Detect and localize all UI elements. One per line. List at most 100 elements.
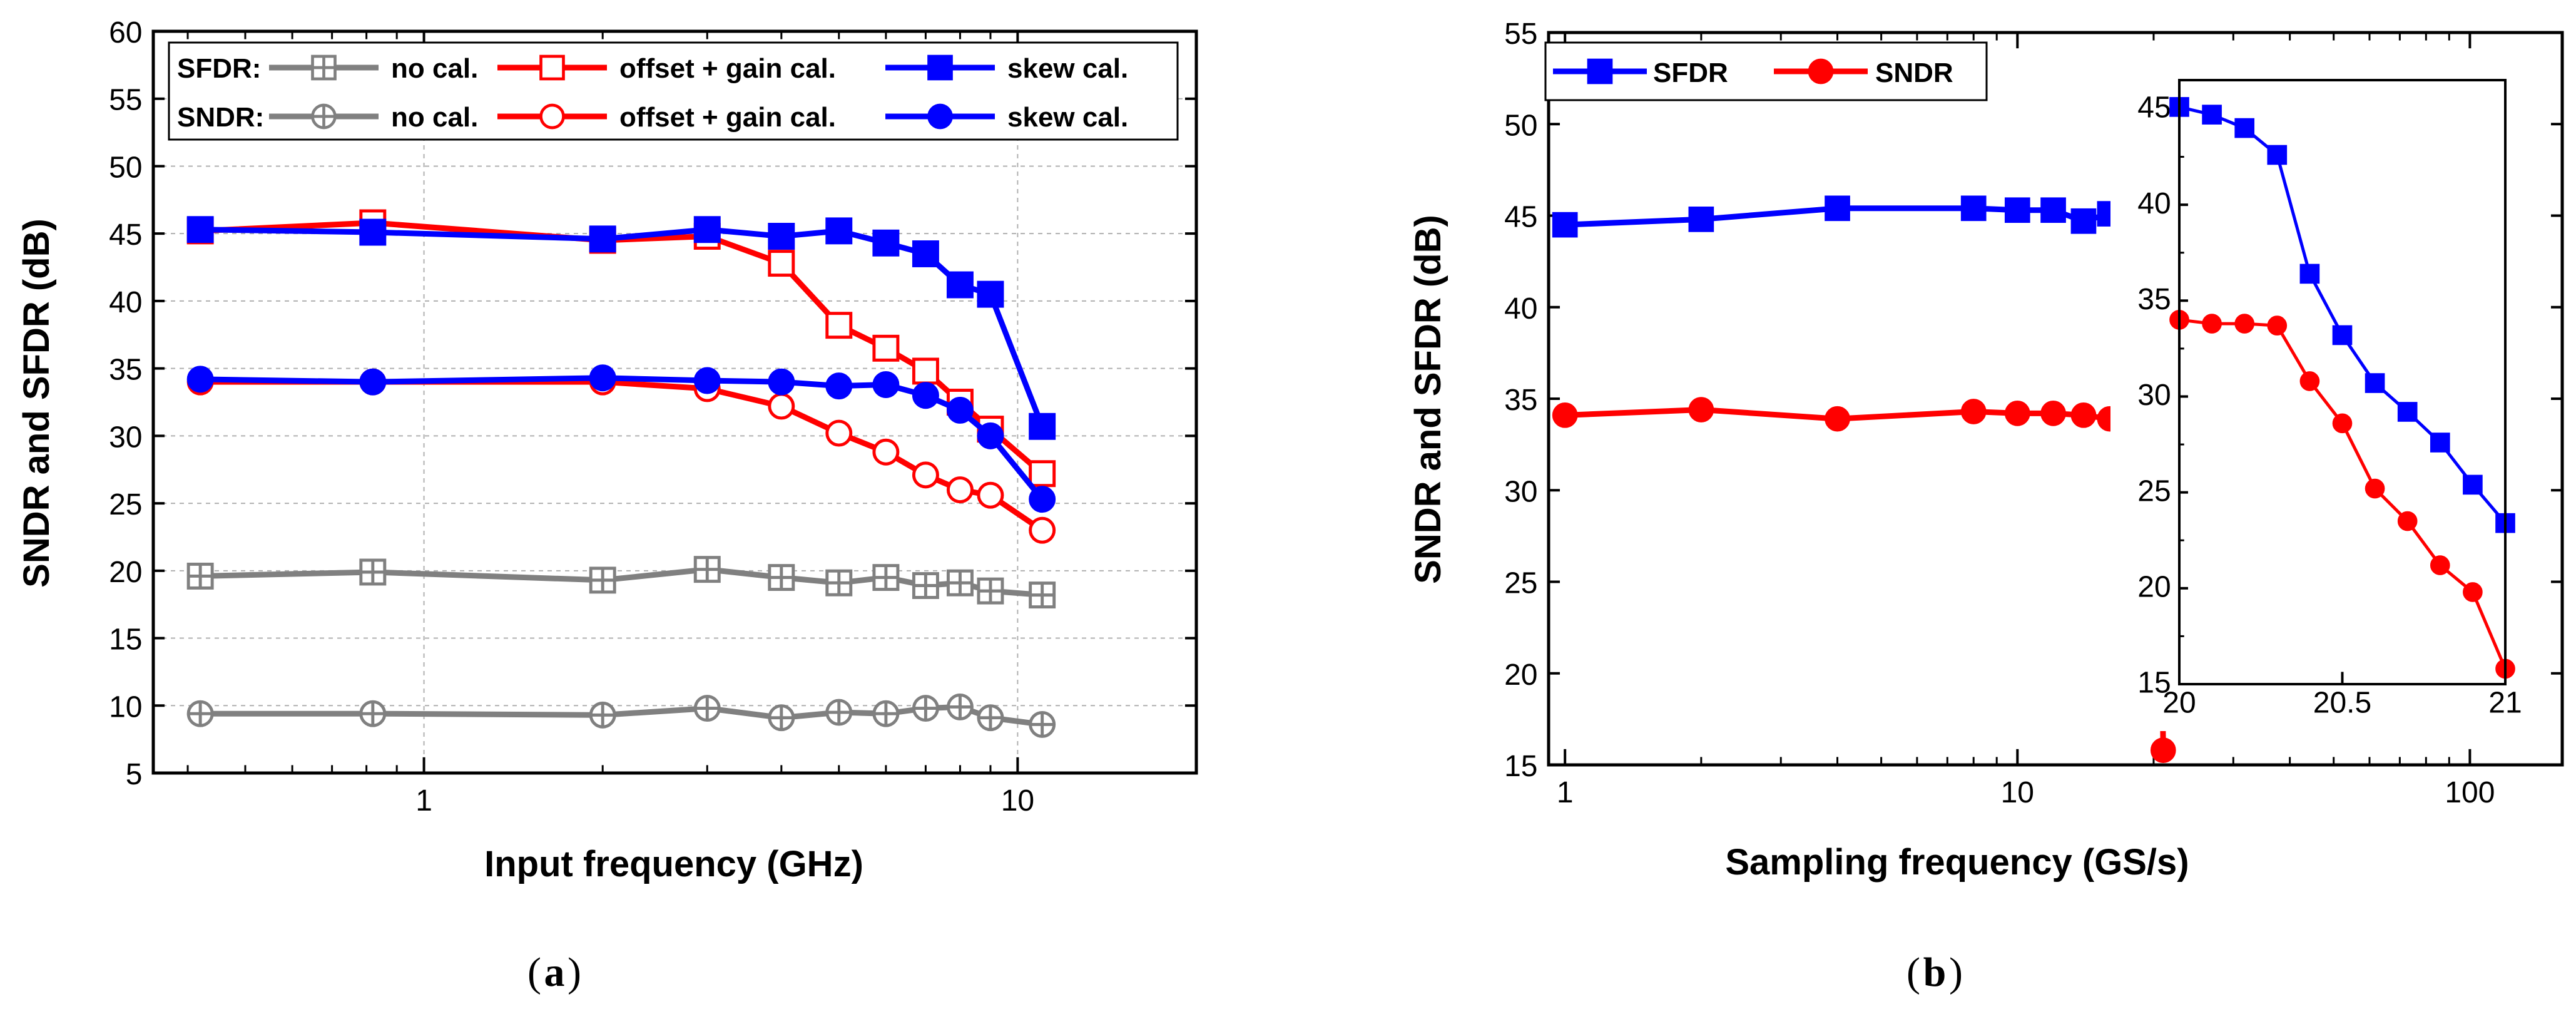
a-series-sndr-offset-gain-cal-point-4-shape [768, 392, 795, 420]
a-series-sfdr-skew-cal-point-3 [693, 216, 721, 243]
b-series-sfdr-point-1-shape [1688, 207, 1714, 232]
y-tick-label-30: 30 [1504, 475, 1537, 508]
panel-a-label: a [544, 950, 565, 995]
panel-b-label: b [1923, 950, 1947, 995]
a-series-sfdr-skew-cal-point-8 [946, 271, 974, 299]
inset-series-sndr-point-5-shape [2332, 413, 2353, 434]
a-series-sndr-no-cal [186, 693, 1056, 738]
y-tick-label-5: 5 [126, 758, 143, 791]
y-tick-label-25: 25 [109, 488, 142, 521]
inset-series-sfdr-point-6 [2365, 373, 2385, 393]
b-series-sndr-point-19 [2150, 737, 2176, 763]
a-series-sfdr-no-cal-point-6 [872, 564, 900, 592]
y-tick-label-25: 25 [2137, 474, 2171, 508]
a-series-sndr-skew-cal-point-7 [912, 382, 939, 409]
panel-a: 5 10 15 20 25 30 35 40 45 50 55 60 1 10 SFDR: SNDR: n… [16, 16, 1198, 995]
panel-b-y-axis-title: SNDR and SFDR (dB) [1408, 215, 1448, 584]
a-series-sndr-skew-cal-point-3 [693, 367, 721, 394]
inset-series-sndr-point-6-shape [2365, 478, 2385, 499]
a-series-sfdr-skew-cal-point-0-shape [186, 216, 214, 243]
a-series-sndr-offset-gain-cal-point-10-shape [1029, 516, 1056, 544]
b-series-sndr-point-3-shape [1960, 399, 1987, 424]
b-series-sndr-point-5 [2040, 401, 2066, 426]
panel-b-series [1552, 195, 2176, 763]
y-tick-label-50: 50 [109, 151, 142, 184]
legend-symbol-sndr-marker-shape [1808, 58, 1834, 84]
x-tick-label-21: 21 [2488, 687, 2522, 720]
panel-b-label-close: ) [1949, 950, 1963, 995]
b-series-sfdr-point-4-shape [2004, 197, 2030, 223]
a-series-sfdr-skew-cal-point-1 [359, 218, 387, 246]
a-series-sfdr-skew-cal-point-5-shape [825, 217, 853, 245]
a-series-sndr-offset-gain-cal-point-8 [946, 476, 974, 504]
a-series-sndr-skew-cal-point-2-shape [589, 364, 616, 392]
legend-sfdr-skew-cal: skew cal. [1007, 53, 1128, 84]
y-tick-label-55: 55 [109, 84, 142, 117]
inset-series-sndr-point-7 [2397, 511, 2418, 531]
a-series-sfdr-no-cal-point-10 [1029, 581, 1056, 609]
inset-series-sndr-point-4 [2299, 371, 2320, 391]
legend-symbol-sndr-offset-gain-cal-marker [539, 103, 565, 130]
a-series-sfdr-skew-cal-point-10-shape [1029, 412, 1056, 440]
y-tick-label-20: 20 [109, 556, 142, 589]
y-tick-label-30: 30 [2137, 379, 2171, 412]
a-series-sfdr-no-cal-point-7 [912, 572, 939, 599]
a-series-sfdr-skew-cal-point-2 [589, 225, 616, 253]
y-tick-label-40: 40 [1504, 292, 1537, 325]
a-series-sfdr-no-cal-point-9 [977, 577, 1004, 605]
legend-symbol-sfdr-offset-gain-cal-marker-shape [539, 54, 565, 81]
a-series-sfdr-skew-cal-point-3-shape [693, 216, 721, 243]
inset-series-sfdr-point-4 [2299, 264, 2320, 284]
a-series-sndr-skew-cal-point-0-shape [186, 366, 214, 393]
legend-symbol-sndr-offset-gain-cal-marker-shape [539, 103, 565, 130]
y-tick-label-15: 15 [1504, 750, 1537, 783]
a-series-sndr-skew-cal-point-6 [872, 371, 900, 398]
x-tick-label-1: 1 [1557, 776, 1574, 809]
legend-symbol-sndr-no-cal-marker [311, 103, 337, 130]
a-series-sndr-skew-cal-point-4-shape [768, 368, 795, 396]
legend-symbol-sfdr-no-cal-marker [311, 54, 337, 81]
inset-series-sndr-point-3-shape [2267, 315, 2288, 335]
inset-series-sfdr-point-2-shape [2234, 118, 2255, 138]
b-series-sndr-line [1565, 407, 2166, 750]
a-series-sfdr-offset-gain-cal-point-10-shape [1029, 460, 1056, 488]
b-series-sndr-point-1 [1688, 397, 1714, 422]
b-series-sfdr-point-6 [2070, 208, 2097, 234]
inset-series-sfdr-point-9 [2463, 474, 2483, 495]
a-series-sfdr-no-cal-point-4 [768, 564, 795, 592]
b-series-sndr-point-2 [1825, 406, 1850, 432]
b-series-sndr-point-19-shape [2150, 737, 2176, 763]
y-tick-label-30: 30 [109, 421, 142, 454]
y-tick-label-15: 15 [2137, 667, 2171, 700]
inset-background [2110, 77, 2512, 731]
b-series-sndr-point-4-shape [2004, 401, 2030, 426]
inset-series-sndr-point-1 [2202, 314, 2222, 334]
panel-b-plot-frame [1547, 31, 2564, 767]
a-series-sndr-skew-cal-point-9-shape [977, 422, 1004, 449]
inset-series-sfdr-point-3 [2267, 145, 2288, 165]
a-series-sndr-no-cal-point-7 [912, 695, 939, 722]
inset-series-sfdr-point-2 [2234, 118, 2255, 138]
legend-sfdr-offset-gain-cal: offset + gain cal. [619, 53, 836, 84]
a-series-sndr-no-cal-point-0 [186, 700, 214, 727]
legend-symbol-sndr-skew-cal-marker [927, 103, 953, 130]
y-tick-label-10: 10 [109, 690, 142, 724]
y-tick-label-60: 60 [109, 16, 142, 49]
y-tick-label-20: 20 [1504, 658, 1537, 692]
a-series-sndr-offset-gain-cal-point-5 [825, 419, 853, 447]
inset-series-sfdr-point-5 [2332, 325, 2353, 346]
b-series-sndr-point-2-shape [1825, 406, 1850, 432]
inset-series-sfdr-point-6-shape [2365, 373, 2385, 393]
b-series-sfdr-point-2-shape [1825, 195, 1850, 222]
y-tick-label-45: 45 [1504, 201, 1537, 234]
b-series-sndr-point-4 [2004, 401, 2030, 426]
a-series-sfdr-offset-gain-cal-point-5-shape [825, 312, 853, 339]
a-series-sfdr-no-cal-point-0 [186, 562, 214, 590]
a-series-sndr-no-cal-point-3 [693, 695, 721, 722]
inset-series-sndr-point-3 [2267, 315, 2288, 335]
x-tick-label-20.5: 20.5 [2313, 687, 2371, 720]
